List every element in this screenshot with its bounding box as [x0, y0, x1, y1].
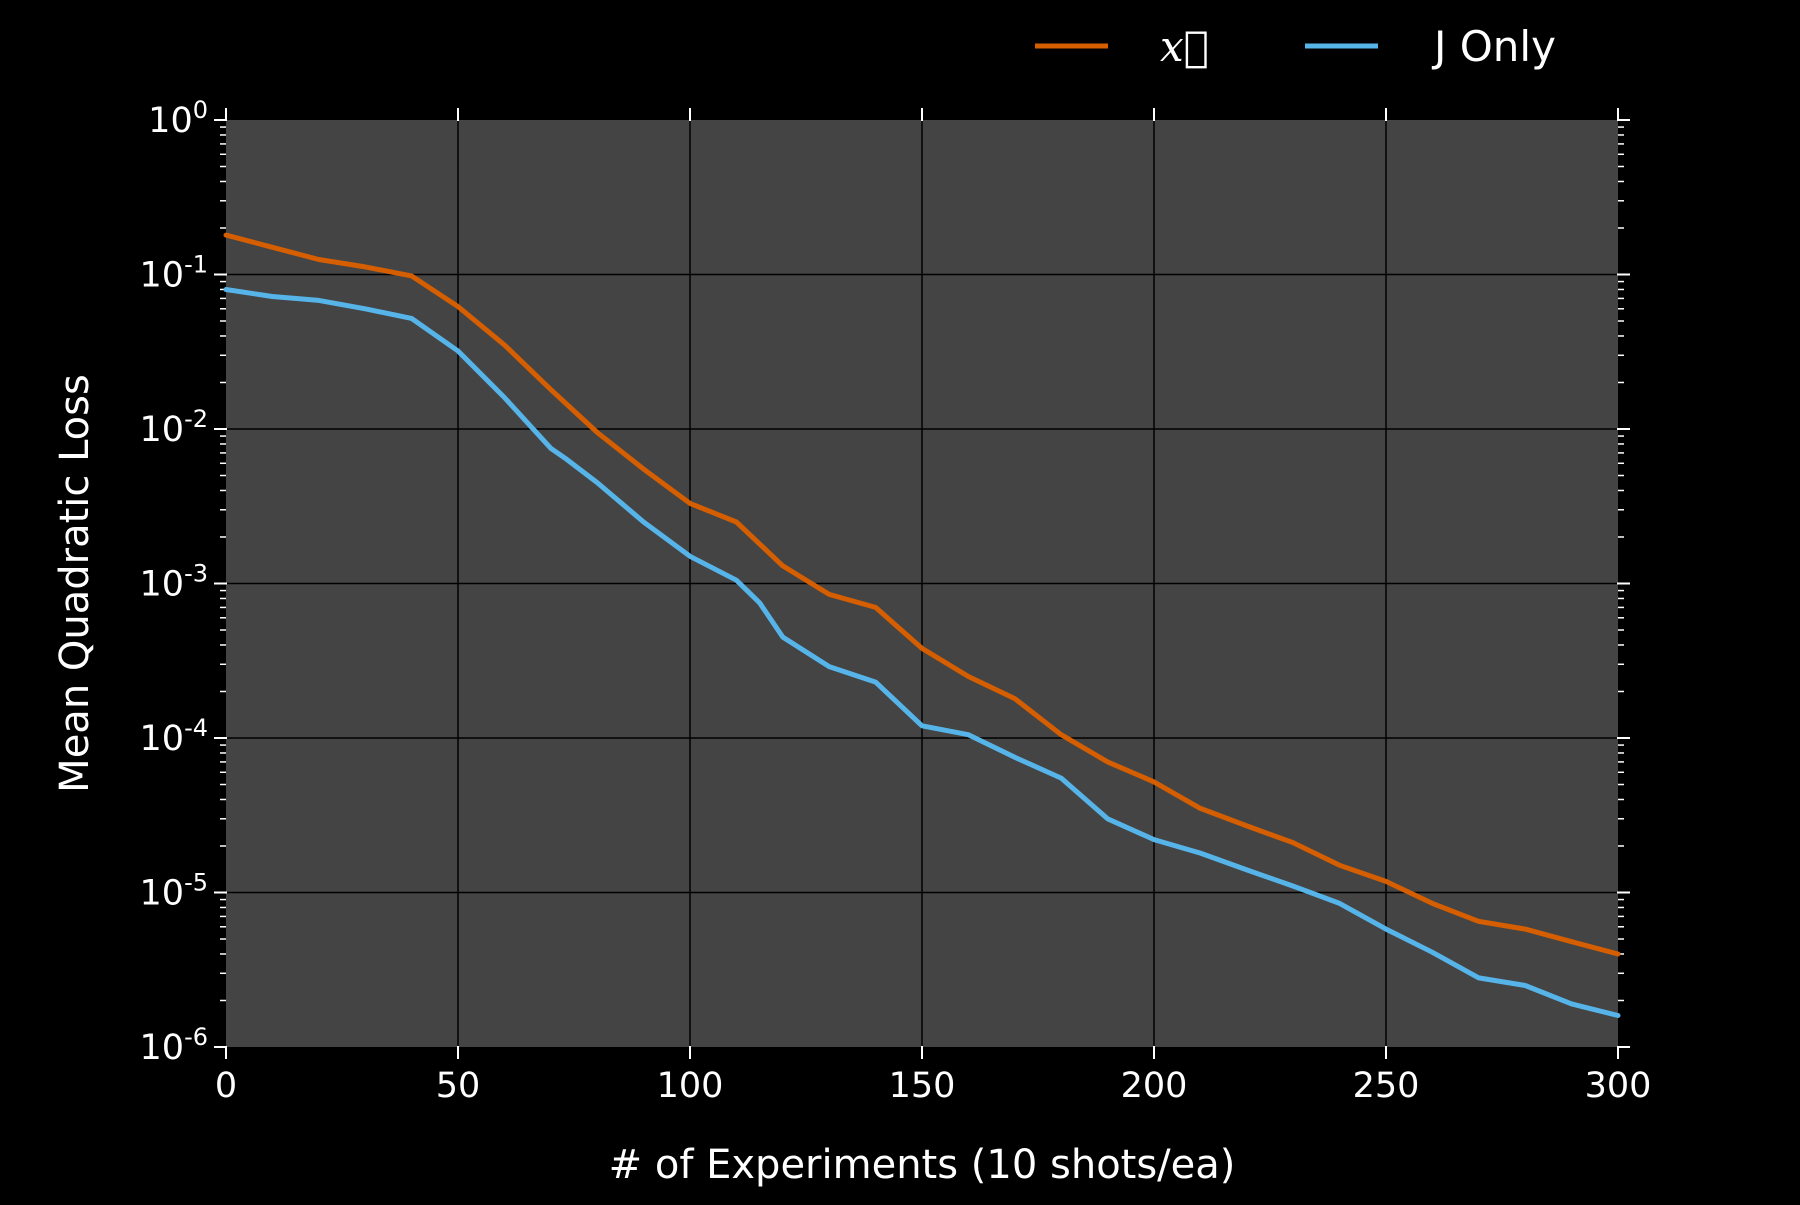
x-axis-title: # of Experiments (10 shots/ea) — [609, 1142, 1236, 1188]
legend-label-j-only: J Only — [1431, 22, 1556, 71]
grid-lines — [226, 120, 1618, 1047]
y-tick-label: 100 — [148, 96, 208, 141]
series-line-j-only — [223, 287, 1621, 1018]
legend-label-x-vector: x⃗ — [1160, 22, 1209, 71]
x-tick-label: 150 — [889, 1066, 956, 1106]
x-tick-label: 200 — [1121, 1066, 1188, 1106]
series-layer — [223, 232, 1621, 1018]
y-tick-label: 10-4 — [140, 714, 208, 759]
y-tick-label: 10-5 — [140, 869, 208, 914]
x-tick-label: 100 — [657, 1066, 724, 1106]
y-tick-label: 10-2 — [140, 405, 208, 450]
major-ticks — [214, 108, 1630, 1059]
y-tick-label: 10-6 — [140, 1023, 208, 1068]
x-tick-label: 300 — [1585, 1066, 1652, 1106]
x-tick-labels: 0 50 100 150 200 250 300 — [215, 1066, 1652, 1106]
series-line-x-vector — [223, 232, 1621, 957]
legend: x⃗ J Only — [1035, 22, 1556, 71]
y-tick-label: 10-3 — [140, 560, 208, 605]
y-axis-title: Mean Quadratic Loss — [52, 374, 98, 793]
minor-ticks — [220, 126, 1624, 1002]
x-tick-label: 0 — [215, 1066, 237, 1106]
x-tick-label: 250 — [1353, 1066, 1420, 1106]
y-tick-labels: 100 10-1 10-2 10-3 10-4 10-5 10-6 — [140, 96, 208, 1068]
y-tick-label: 10-1 — [140, 251, 208, 296]
x-tick-label: 50 — [436, 1066, 481, 1106]
